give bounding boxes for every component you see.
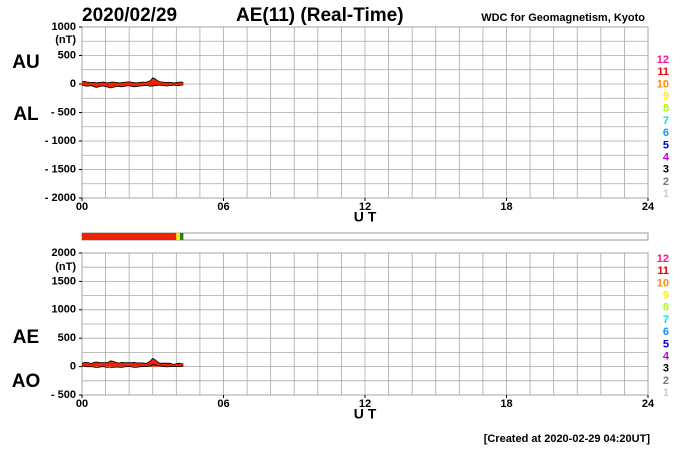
x-tick-label: 24 [642, 398, 655, 410]
y-unit: (nT) [55, 261, 76, 273]
level-label: 7 [663, 115, 669, 127]
source: WDC for Geomagnetism, Kyoto [481, 12, 645, 24]
y-tick-label: - 500 [51, 389, 76, 401]
level-label: 2 [663, 176, 669, 188]
level-label: 6 [663, 326, 669, 338]
line [81, 357, 184, 365]
level-label: 5 [663, 139, 669, 151]
y-tick-label: - 1500 [45, 163, 76, 175]
y-tick-label: 500 [58, 332, 76, 344]
date: 2020/02/29 [82, 5, 177, 26]
level-label: 4 [663, 351, 670, 363]
level-label: 9 [663, 290, 669, 302]
y-tick-label: 0 [70, 361, 76, 373]
level-label: 3 [663, 363, 669, 375]
level-label: 8 [663, 103, 669, 115]
level-label: 4 [663, 152, 670, 164]
level-label: 11 [657, 66, 669, 78]
line [81, 77, 184, 84]
x-axis-label: U T [354, 406, 377, 422]
x-tick-label: 18 [500, 398, 512, 410]
y-tick-label: 1000 [52, 304, 76, 316]
x-tick-label: 06 [217, 398, 229, 410]
level-label: 1 [663, 387, 669, 399]
x-tick-label: 00 [76, 398, 88, 410]
y-unit: (nT) [55, 34, 76, 46]
line [81, 84, 184, 89]
level-label: 8 [663, 302, 669, 314]
x-tick-label: 12 [359, 201, 371, 213]
level-label: 5 [663, 338, 669, 350]
y-tick-label: 1000 [52, 21, 76, 33]
x-tick-label: 18 [500, 201, 512, 213]
x-tick-label: 06 [217, 201, 229, 213]
x-tick-label: 12 [359, 398, 371, 410]
footer: [Created at 2020-02-29 04:20UT] [484, 433, 651, 445]
level-label: 11 [657, 265, 669, 277]
y-tick-label: 1500 [52, 275, 76, 287]
y-tick-label: 2000 [52, 247, 76, 259]
level-label: 6 [663, 127, 669, 139]
x-tick-label: 00 [76, 201, 88, 213]
y-tick-label: - 1000 [45, 135, 76, 147]
level-label: 10 [657, 78, 669, 90]
title: AE(11) (Real-Time) [236, 5, 404, 26]
series-label: AL [13, 104, 39, 125]
level-label: 2 [663, 375, 669, 387]
level-label: 9 [663, 91, 669, 103]
level-label: 12 [657, 54, 669, 66]
level-label: 10 [657, 277, 669, 289]
level-label: 1 [663, 188, 669, 200]
x-axis-label: U T [354, 209, 377, 225]
area [82, 77, 184, 84]
level-label: 3 [663, 164, 669, 176]
series-label: AE [13, 327, 39, 348]
activity-segment [176, 233, 180, 240]
y-tick-label: - 2000 [45, 192, 76, 204]
activity-segment [82, 233, 177, 240]
level-label: 7 [663, 314, 669, 326]
y-tick-label: - 500 [51, 106, 76, 118]
series-label: AU [12, 52, 39, 73]
x-tick-label: 24 [642, 201, 655, 213]
y-tick-label: 500 [58, 49, 76, 61]
level-label: 12 [657, 253, 669, 265]
series-label: AO [12, 371, 41, 392]
y-tick-label: 0 [70, 78, 76, 90]
activity-segment [179, 233, 184, 240]
line [81, 364, 184, 369]
